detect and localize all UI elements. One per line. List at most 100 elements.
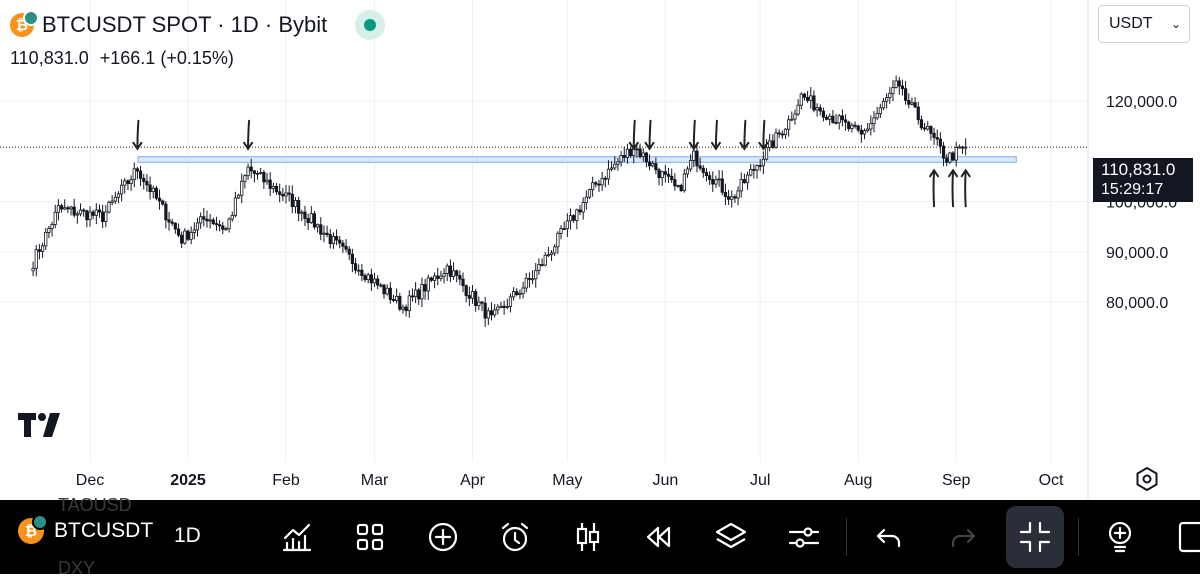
current-price: 110,831.0 bbox=[10, 48, 89, 68]
candle bbox=[126, 180, 130, 184]
candle bbox=[512, 291, 516, 298]
candle bbox=[37, 249, 42, 252]
settings-sliders-icon[interactable] bbox=[787, 520, 821, 554]
candle bbox=[154, 187, 158, 199]
candle bbox=[442, 273, 446, 277]
candle bbox=[726, 196, 731, 200]
candle bbox=[353, 263, 358, 271]
candle bbox=[227, 218, 231, 230]
candle bbox=[192, 229, 196, 233]
alert-clock-icon[interactable] bbox=[498, 520, 532, 554]
candle bbox=[660, 171, 664, 179]
candle bbox=[508, 296, 513, 307]
candle bbox=[281, 193, 285, 197]
layout-grid-icon[interactable] bbox=[353, 520, 387, 554]
scroll-hint-prev-symbol: TAOUSD bbox=[58, 495, 132, 515]
candle bbox=[268, 179, 272, 189]
candle bbox=[474, 291, 478, 306]
support-resistance-zone bbox=[137, 156, 1017, 163]
replay-icon[interactable] bbox=[642, 520, 676, 554]
candle bbox=[695, 150, 699, 167]
interval-button[interactable]: 1D bbox=[174, 524, 201, 547]
candle bbox=[875, 113, 879, 119]
indicators-icon[interactable] bbox=[280, 520, 314, 554]
candle bbox=[758, 165, 762, 167]
candle bbox=[97, 209, 102, 213]
candle bbox=[777, 132, 781, 135]
candle bbox=[445, 265, 449, 274]
x-tick-label: May bbox=[552, 472, 582, 489]
candle bbox=[448, 265, 452, 277]
candle bbox=[104, 211, 108, 222]
candle bbox=[240, 180, 244, 196]
candle bbox=[249, 166, 253, 172]
candle bbox=[211, 219, 215, 224]
candle bbox=[72, 206, 76, 216]
candle bbox=[834, 122, 838, 124]
ideas-lightbulb-icon[interactable] bbox=[1103, 520, 1137, 554]
candle bbox=[708, 175, 712, 180]
tradingview-logo-icon[interactable] bbox=[18, 413, 64, 437]
candle bbox=[47, 227, 51, 233]
fullscreen-button[interactable] bbox=[1006, 506, 1064, 568]
candle bbox=[382, 284, 386, 295]
market-status-indicator[interactable] bbox=[355, 10, 386, 40]
x-tick-label: Apr bbox=[460, 472, 486, 489]
candle bbox=[847, 121, 851, 129]
symbol-button[interactable]: ₿ BTCUSDT bbox=[18, 514, 153, 544]
candle bbox=[120, 184, 124, 195]
candle bbox=[530, 278, 535, 281]
candle bbox=[110, 200, 114, 203]
candle bbox=[306, 218, 310, 223]
candle bbox=[831, 115, 835, 123]
candle bbox=[278, 191, 282, 195]
candle bbox=[866, 128, 870, 132]
undo-icon[interactable] bbox=[872, 520, 906, 554]
chart-settings-icon[interactable] bbox=[1134, 466, 1160, 492]
candle bbox=[363, 275, 367, 281]
candle bbox=[372, 278, 377, 284]
candle bbox=[546, 254, 550, 257]
candle bbox=[195, 222, 200, 231]
toolbar-divider bbox=[846, 518, 847, 556]
add-icon[interactable] bbox=[426, 520, 460, 554]
candle bbox=[470, 291, 475, 299]
candle bbox=[436, 275, 440, 279]
candle bbox=[527, 277, 532, 280]
candle bbox=[224, 228, 228, 231]
chart-area[interactable]: 120,000.0 100,000.0 90,000.0 80,000.0 Dec 202… bbox=[0, 0, 1200, 500]
candle bbox=[771, 140, 775, 148]
candle bbox=[549, 252, 554, 256]
candle bbox=[319, 224, 323, 235]
candle bbox=[856, 125, 860, 131]
candle bbox=[236, 194, 241, 199]
currency-select[interactable]: USDT ⌄ bbox=[1098, 5, 1190, 43]
candle bbox=[423, 284, 427, 292]
candle bbox=[135, 168, 140, 172]
candle bbox=[309, 213, 313, 223]
candle bbox=[565, 220, 569, 230]
candle bbox=[518, 293, 522, 296]
candle bbox=[429, 277, 434, 281]
candle bbox=[929, 126, 933, 134]
candle bbox=[255, 172, 260, 175]
x-tick-label: Sep bbox=[942, 472, 971, 489]
redo-icon[interactable] bbox=[946, 520, 980, 554]
resistance-arrow-mark bbox=[644, 119, 655, 151]
layers-icon[interactable] bbox=[714, 520, 748, 554]
candles-icon[interactable] bbox=[571, 520, 605, 554]
candle bbox=[205, 218, 209, 222]
candle bbox=[40, 245, 45, 252]
candle bbox=[872, 117, 876, 125]
candle bbox=[334, 236, 339, 241]
mobile-device-icon[interactable] bbox=[1172, 520, 1200, 554]
candle bbox=[483, 302, 487, 319]
candle bbox=[581, 202, 585, 213]
candle bbox=[284, 192, 288, 197]
candle bbox=[606, 168, 611, 180]
resistance-arrow-mark bbox=[710, 119, 721, 151]
candle bbox=[818, 107, 822, 112]
candle bbox=[369, 274, 373, 284]
symbol-title[interactable]: BTCUSDT SPOT · 1D · Bybit bbox=[42, 12, 328, 37]
